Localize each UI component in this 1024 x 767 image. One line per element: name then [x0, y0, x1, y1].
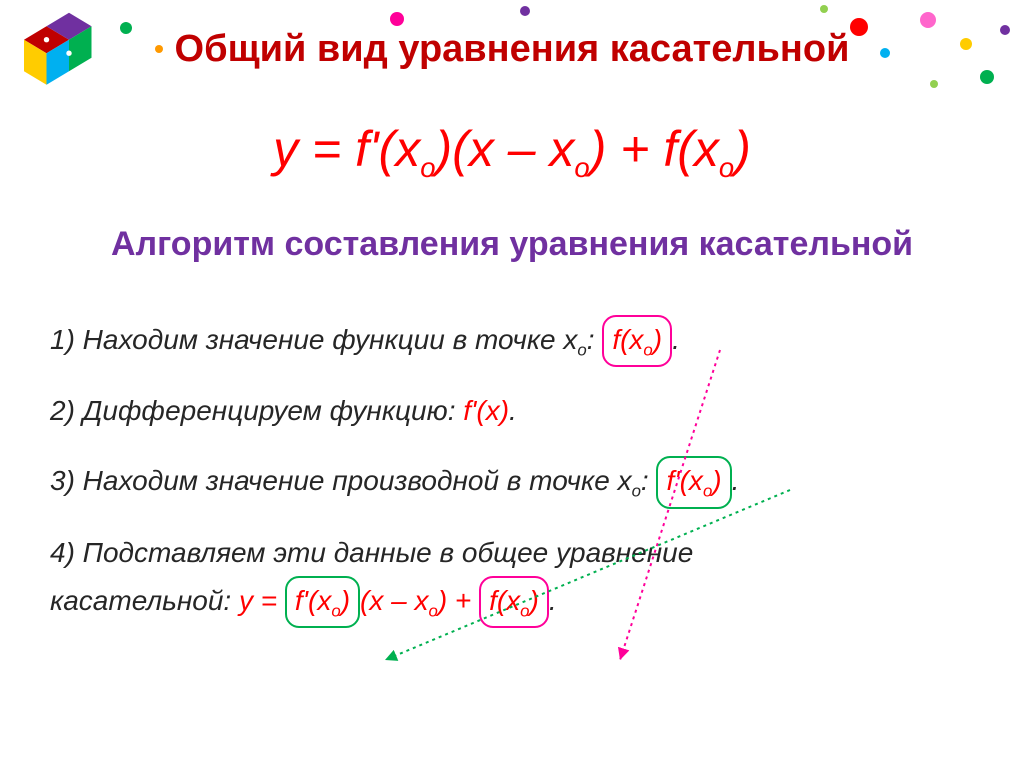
- step-2: 2) Дифференцируем функцию: f'(x).: [50, 389, 970, 434]
- page-title: Общий вид уравнения касательной: [0, 28, 1024, 71]
- algorithm-subtitle: Алгоритм составления уравнения касательн…: [0, 225, 1024, 264]
- step-4: 4) Подставляем эти данные в общее уравне…: [50, 531, 970, 628]
- algorithm-steps: 1) Находим значение функции в точке xо: …: [50, 315, 970, 650]
- step-3: 3) Находим значение производной в точке …: [50, 456, 970, 508]
- step-1: 1) Находим значение функции в точке xо: …: [50, 315, 970, 367]
- tangent-formula: y = f'(xo)(x – xo) + f(xo): [0, 120, 1024, 184]
